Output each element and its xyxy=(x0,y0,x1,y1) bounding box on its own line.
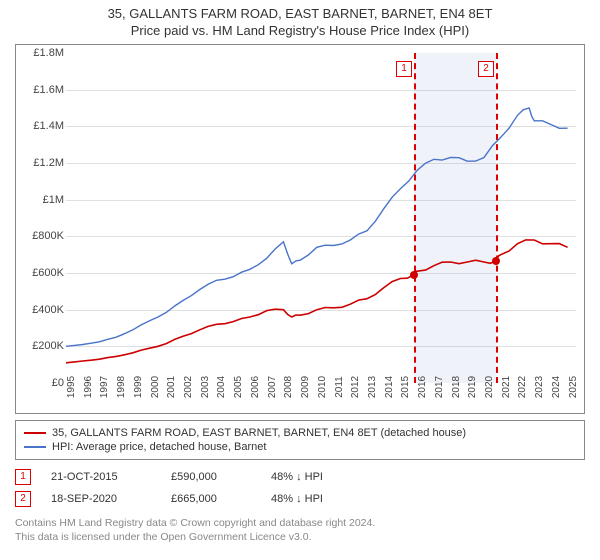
sale-row: 1 21-OCT-2015 £590,000 48% ↓ HPI xyxy=(15,466,585,488)
y-tick-label: £600K xyxy=(16,267,64,279)
legend: 35, GALLANTS FARM ROAD, EAST BARNET, BAR… xyxy=(15,420,585,460)
sale-date: 18-SEP-2020 xyxy=(51,493,151,505)
sales-table: 1 21-OCT-2015 £590,000 48% ↓ HPI 2 18-SE… xyxy=(15,466,585,510)
y-tick-label: £1.2M xyxy=(16,157,64,169)
x-tick-label: 2025 xyxy=(568,376,594,398)
band-index-badge: 2 xyxy=(478,61,494,77)
y-tick-label: £1.4M xyxy=(16,120,64,132)
legend-swatch xyxy=(24,432,46,434)
sale-price: £590,000 xyxy=(171,471,251,483)
sale-price: £665,000 xyxy=(171,493,251,505)
sale-marker xyxy=(492,257,500,265)
legend-label: HPI: Average price, detached house, Barn… xyxy=(52,441,266,453)
legend-label: 35, GALLANTS FARM ROAD, EAST BARNET, BAR… xyxy=(52,427,466,439)
legend-item: HPI: Average price, detached house, Barn… xyxy=(24,440,576,454)
chart-area: £0 £200K £400K £600K £800K £1M £1.2M £1.4M £1.6M… xyxy=(15,44,585,414)
y-tick-label: £800K xyxy=(16,230,64,242)
sale-index-badge: 2 xyxy=(15,491,31,507)
y-tick-label: £200K xyxy=(16,340,64,352)
chart-title: 35, GALLANTS FARM ROAD, EAST BARNET, BAR… xyxy=(10,6,590,21)
sale-marker xyxy=(410,271,418,279)
y-tick-label: £1.6M xyxy=(16,84,64,96)
legend-swatch xyxy=(24,446,46,448)
line-series xyxy=(66,53,576,383)
chart-titles: 35, GALLANTS FARM ROAD, EAST BARNET, BAR… xyxy=(0,0,600,40)
sale-delta: 48% ↓ HPI xyxy=(271,493,323,505)
sale-row: 2 18-SEP-2020 £665,000 48% ↓ HPI xyxy=(15,488,585,510)
chart-container: 35, GALLANTS FARM ROAD, EAST BARNET, BAR… xyxy=(0,0,600,560)
y-tick-label: £1.8M xyxy=(16,47,64,59)
y-tick-label: £0 xyxy=(16,377,64,389)
footer-line: Contains HM Land Registry data © Crown c… xyxy=(15,516,585,530)
sale-index-badge: 1 xyxy=(15,469,31,485)
footer-attrib: Contains HM Land Registry data © Crown c… xyxy=(15,516,585,544)
chart-subtitle: Price paid vs. HM Land Registry's House … xyxy=(10,23,590,38)
footer-line: This data is licensed under the Open Gov… xyxy=(15,530,585,544)
sale-delta: 48% ↓ HPI xyxy=(271,471,323,483)
y-tick-label: £1M xyxy=(16,194,64,206)
sale-date: 21-OCT-2015 xyxy=(51,471,151,483)
y-tick-label: £400K xyxy=(16,304,64,316)
band-index-badge: 1 xyxy=(396,61,412,77)
plot-region xyxy=(66,53,576,383)
legend-item: 35, GALLANTS FARM ROAD, EAST BARNET, BAR… xyxy=(24,426,576,440)
